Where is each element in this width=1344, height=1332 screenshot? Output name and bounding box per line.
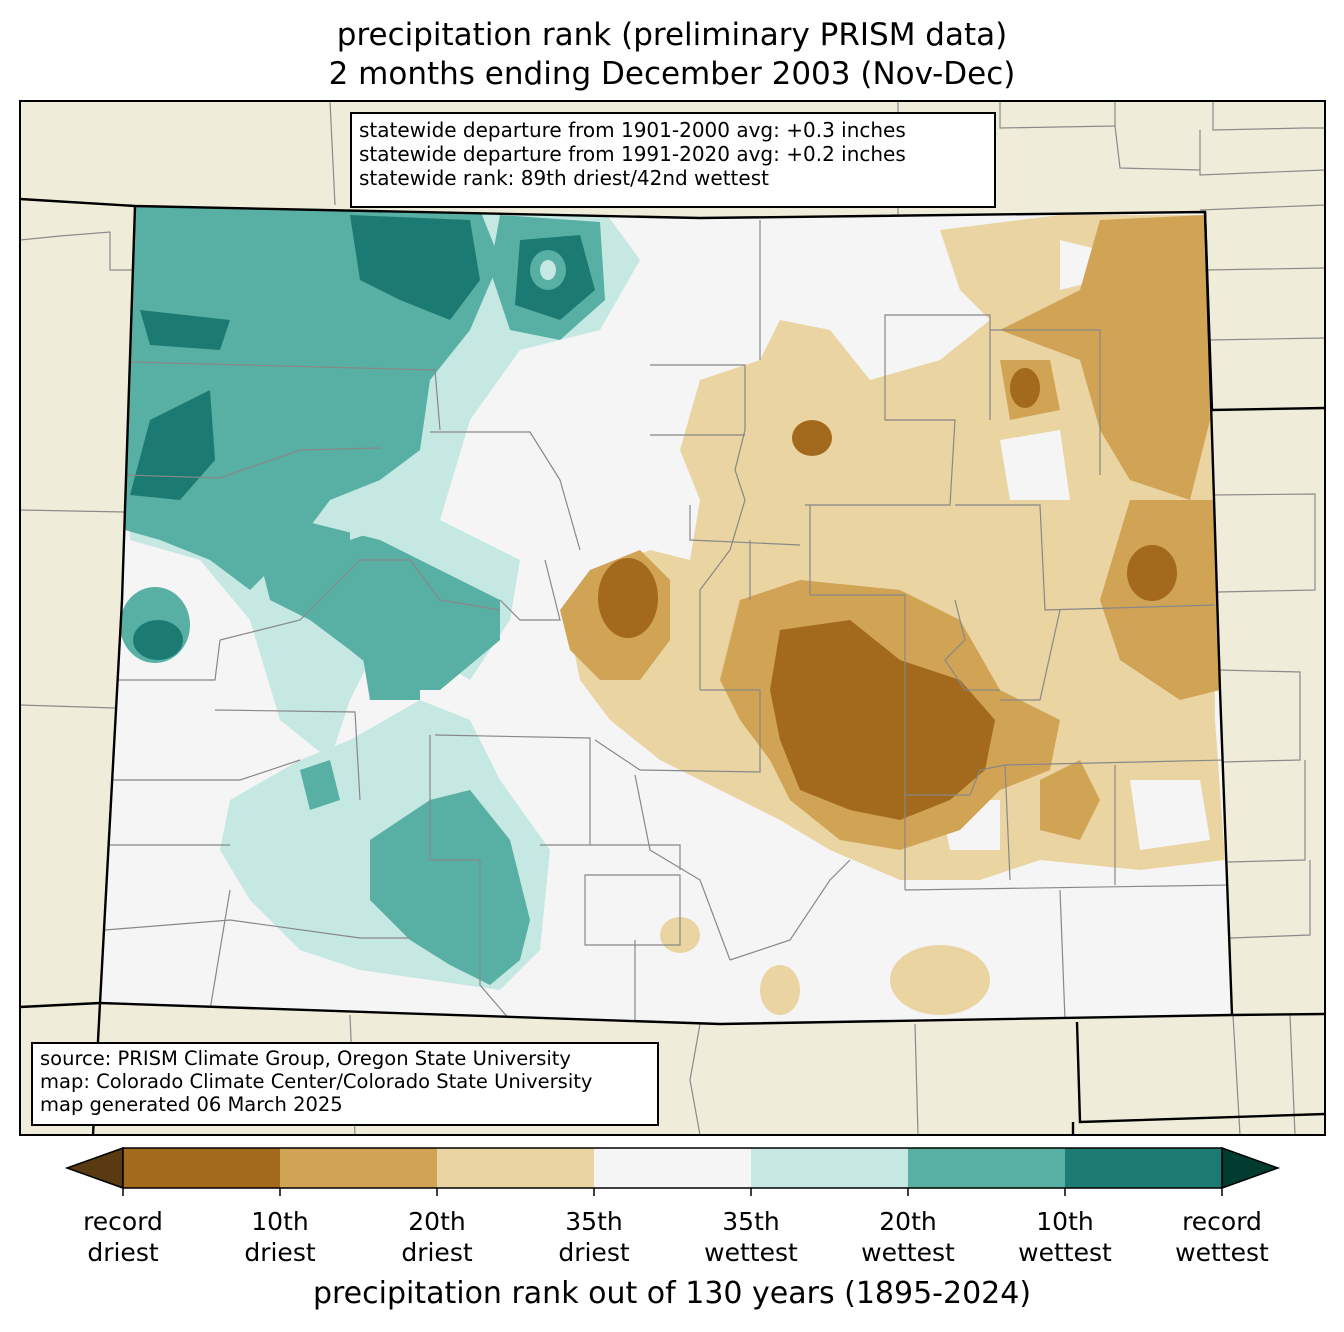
source-credits-box: source: PRISM Climate Group, Oregon Stat… bbox=[31, 1042, 659, 1126]
map-frame bbox=[19, 100, 1326, 1136]
colorbar-label-record-wettest: record wettest bbox=[1175, 1207, 1269, 1267]
colorbar-segment bbox=[280, 1148, 437, 1188]
colorbar-segment bbox=[123, 1148, 280, 1188]
colorbar-label-record-driest: record driest bbox=[83, 1207, 163, 1267]
wet-southwest-region bbox=[220, 640, 550, 990]
generated-date-line: map generated 06 March 2025 bbox=[40, 1093, 343, 1116]
statewide-stats-box: statewide departure from 1901-2000 avg: … bbox=[350, 112, 996, 208]
colorbar-segment bbox=[437, 1148, 594, 1188]
colorbar-segment bbox=[1065, 1148, 1222, 1188]
colorbar-label-10th-wettest: 10th wettest bbox=[1018, 1207, 1112, 1267]
stats-departure-1901-2000: statewide departure from 1901-2000 avg: … bbox=[359, 118, 906, 142]
colorbar-label-20th-wettest: 20th wettest bbox=[861, 1207, 955, 1267]
stats-departure-1991-2020: statewide departure from 1991-2020 avg: … bbox=[359, 142, 906, 166]
map-title: precipitation rank (preliminary PRISM da… bbox=[336, 17, 1008, 53]
colorbar-title: precipitation rank out of 130 years (189… bbox=[312, 1276, 1032, 1311]
map-subtitle: 2 months ending December 2003 (Nov-Dec) bbox=[328, 56, 1016, 92]
colorbar-extend-over bbox=[1221, 1146, 1281, 1190]
colorbar bbox=[64, 1146, 1281, 1196]
colorbar-segment bbox=[751, 1148, 908, 1188]
colorbar-segment bbox=[908, 1148, 1065, 1188]
stats-statewide-rank: statewide rank: 89th driest/42nd wettest bbox=[359, 166, 769, 190]
colorado-rank-field bbox=[100, 206, 1232, 1024]
colorado-county-lines bbox=[104, 220, 1231, 1021]
colorbar-extend-under bbox=[64, 1146, 124, 1190]
source-line: source: PRISM Climate Group, Oregon Stat… bbox=[40, 1047, 571, 1070]
map-credit-line: map: Colorado Climate Center/Colorado St… bbox=[40, 1070, 593, 1093]
colorbar-outline bbox=[122, 1147, 1223, 1189]
colorbar-label-35th-wettest: 35th wettest bbox=[704, 1207, 798, 1267]
colorbar-label-35th-driest: 35th driest bbox=[558, 1207, 630, 1267]
colorbar-label-10th-driest: 10th driest bbox=[244, 1207, 316, 1267]
colorbar-label-20th-driest: 20th driest bbox=[401, 1207, 473, 1267]
wet-northwest-region bbox=[125, 206, 640, 760]
dry-eastern-region bbox=[560, 215, 1225, 1015]
colorbar-segment bbox=[594, 1148, 751, 1188]
